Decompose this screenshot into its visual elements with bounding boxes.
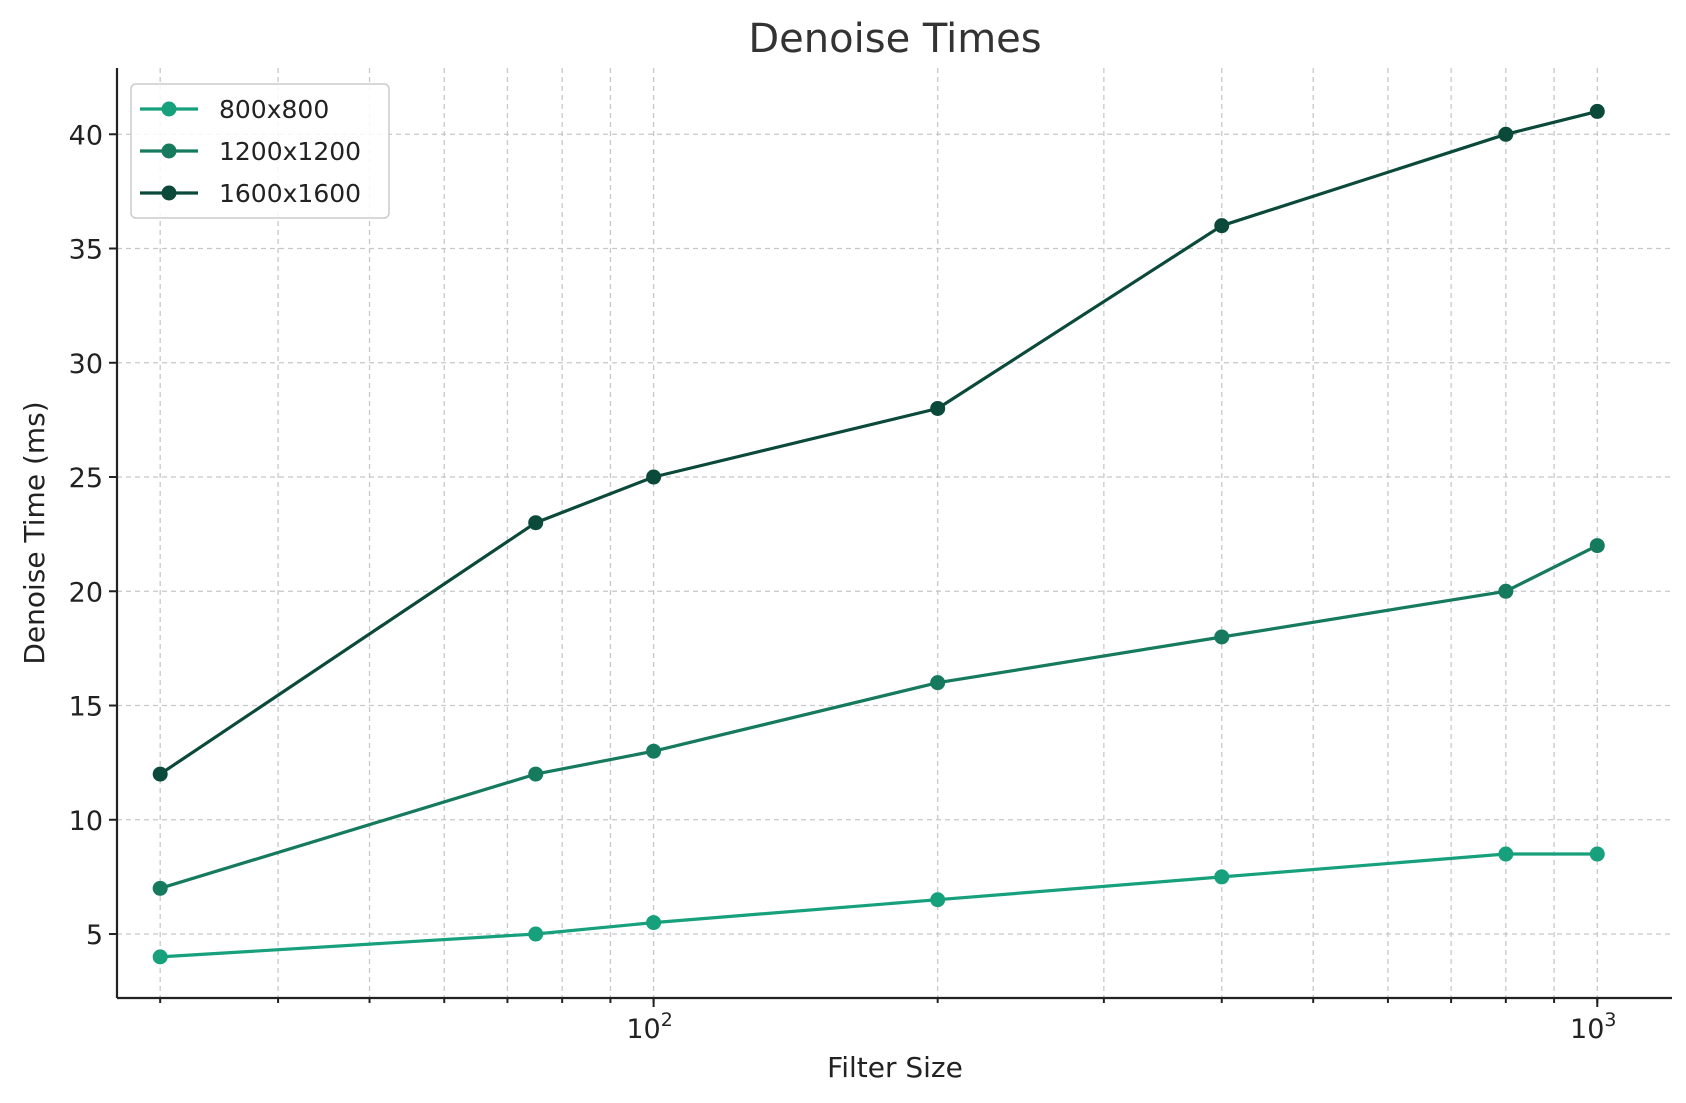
x-tick-label: 103: [1570, 1009, 1616, 1045]
series-line: [159, 544, 1599, 890]
y-ticks: 5 10 15 20 25 30 35 40: [69, 120, 117, 951]
x-ticks: 102 103: [159, 998, 1617, 1045]
data-point: [1214, 218, 1230, 234]
data-point: [930, 400, 946, 416]
series-800x800: [152, 846, 1605, 965]
data-point: [930, 892, 946, 908]
y-tick-label: 40: [69, 120, 103, 151]
legend: 800x800 1200x1200 1600x1600: [130, 83, 390, 219]
legend-label: 1200x1200: [219, 137, 361, 166]
data-point: [152, 880, 168, 896]
y-tick-label: 10: [69, 806, 103, 837]
series-1600x1600: [152, 103, 1605, 782]
data-point: [1214, 629, 1230, 645]
y-tick-label: 5: [86, 920, 103, 951]
series-layer: [152, 103, 1605, 965]
chart-title: Denoise Times: [748, 16, 1041, 62]
series-line: [160, 852, 1598, 959]
data-point: [528, 515, 544, 531]
data-point: [1214, 869, 1230, 885]
y-tick-label: 15: [69, 692, 103, 723]
y-tick-label: 20: [69, 577, 103, 608]
y-tick-label: 30: [69, 349, 103, 380]
data-point: [152, 766, 168, 782]
data-point: [1589, 103, 1605, 119]
data-point: [646, 743, 662, 759]
series-1200x1200: [152, 538, 1605, 896]
axes: [115, 68, 1672, 1000]
x-axis-label: Filter Size: [827, 1051, 963, 1084]
data-point: [1589, 538, 1605, 554]
legend-label: 1600x1600: [219, 179, 361, 208]
legend-marker: [161, 185, 177, 201]
data-point: [528, 926, 544, 942]
legend-marker: [161, 101, 177, 117]
data-point: [1498, 583, 1514, 599]
data-point: [528, 766, 544, 782]
data-point: [152, 949, 168, 965]
data-point: [930, 675, 946, 691]
legend-frame: [130, 83, 390, 219]
y-axis-label: Denoise Time (ms): [18, 401, 51, 664]
y-tick-label: 35: [69, 235, 103, 266]
legend-label: 800x800: [219, 95, 329, 124]
grid: [117, 68, 1672, 998]
data-point: [1498, 126, 1514, 142]
y-tick-label: 25: [69, 463, 103, 494]
legend-marker: [161, 143, 177, 159]
data-point: [1498, 846, 1514, 862]
x-tick-label: 102: [626, 1009, 672, 1045]
data-point: [646, 915, 662, 931]
data-point: [1589, 846, 1605, 862]
data-point: [646, 469, 662, 485]
